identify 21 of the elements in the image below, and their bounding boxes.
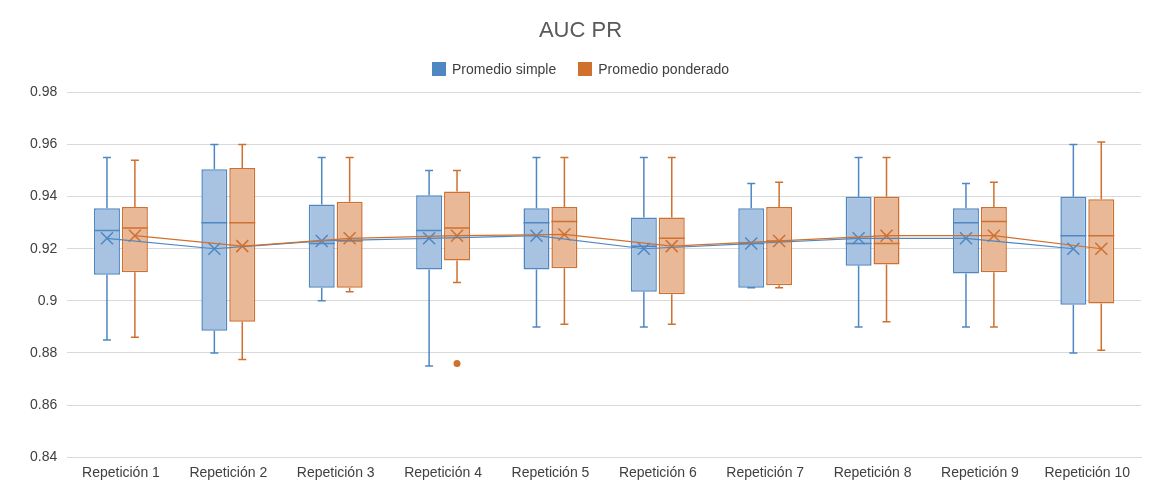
y-tick-label: 0.84 — [30, 448, 58, 465]
x-tick-label: Repetición 3 — [296, 464, 375, 481]
y-tick-label: 0.92 — [30, 239, 58, 256]
x-tick-label: Repetición 5 — [511, 464, 590, 481]
x-tick-label: Repetición 8 — [833, 464, 912, 481]
y-tick-label: 0.94 — [30, 187, 58, 204]
x-tick-label: Repetición 1 — [82, 464, 161, 481]
x-tick-label: Repetición 9 — [941, 464, 1020, 481]
y-tick-label: 0.96 — [30, 135, 58, 152]
legend-label: Promedio simple — [451, 61, 557, 77]
x-tick-label: Repetición 6 — [618, 464, 697, 481]
x-tick-label: Repetición 4 — [404, 464, 483, 481]
legend-label: Promedio ponderado — [598, 61, 730, 77]
y-tick-label: 0.88 — [30, 343, 58, 360]
y-tick-label: 0.86 — [30, 395, 58, 412]
x-tick-label: Repetición 7 — [726, 464, 805, 481]
x-tick-label: Repetición 2 — [189, 464, 268, 481]
chart-title: AUC PR — [538, 17, 623, 43]
y-tick-label: 0.9 — [37, 291, 58, 308]
x-tick-label: Repetición 10 — [1044, 464, 1131, 481]
y-tick-label: 0.98 — [30, 83, 58, 100]
